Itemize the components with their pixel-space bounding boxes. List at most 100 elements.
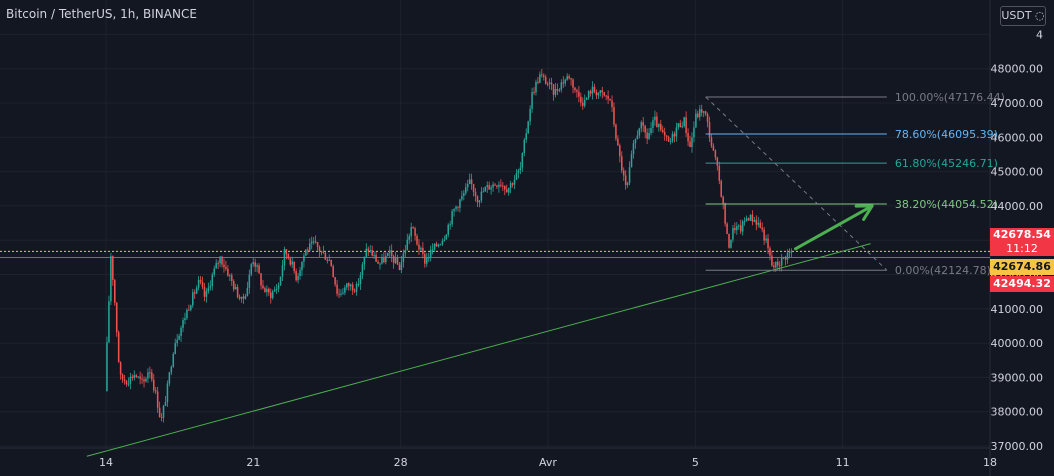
candle-body <box>788 251 791 253</box>
candle-body <box>412 227 414 229</box>
candle-body <box>531 92 533 109</box>
candle-body <box>691 137 693 147</box>
candle-body <box>599 90 602 93</box>
candle-body <box>211 274 214 287</box>
candle-body <box>314 241 317 243</box>
candle-body <box>238 297 241 299</box>
candle-body <box>426 257 428 264</box>
candle-body <box>291 261 293 265</box>
candle-body <box>790 251 793 253</box>
candle-body <box>316 242 319 247</box>
candle-body <box>258 265 260 274</box>
candle-body <box>743 221 746 223</box>
x-tick-label: 11 <box>836 456 850 469</box>
candle-body <box>213 268 215 275</box>
candle-body <box>137 376 139 378</box>
candle-body <box>697 113 699 118</box>
candle-body <box>718 165 721 181</box>
ask-price-badge: 42674.86 <box>990 259 1054 275</box>
candle-body <box>580 96 582 103</box>
candle-body <box>640 122 643 129</box>
candle-body <box>418 244 420 250</box>
arrow-layer <box>794 204 874 251</box>
candle-body <box>755 219 758 225</box>
candle-body <box>683 117 685 127</box>
candle-body <box>546 83 549 85</box>
candle-body <box>619 145 621 157</box>
candle-body <box>322 251 325 253</box>
candle-body <box>108 301 110 343</box>
candle-body <box>591 86 594 94</box>
candle-body <box>747 218 750 221</box>
candle-body <box>509 183 512 188</box>
y-tick-label: 39000.00 <box>991 371 1044 384</box>
candle-body <box>260 273 262 286</box>
candle-body <box>433 243 436 250</box>
candle-body <box>429 249 432 258</box>
candle-body <box>332 266 334 278</box>
candle-body <box>318 246 321 252</box>
candle-body <box>638 128 641 136</box>
candle-body <box>131 376 134 378</box>
candle-body <box>693 127 695 138</box>
candle-body <box>470 179 473 184</box>
candle-body <box>519 167 522 171</box>
candle-body <box>193 292 196 294</box>
candle-body <box>541 74 543 76</box>
candle-body <box>757 222 760 225</box>
candle-body <box>665 135 668 137</box>
candle-body <box>115 302 118 333</box>
candle-body <box>494 184 496 186</box>
candle-body <box>209 286 212 288</box>
candle-body <box>162 405 165 418</box>
candle-body <box>197 279 200 288</box>
candle-body <box>188 309 190 311</box>
candle-body <box>106 342 108 392</box>
candle-body <box>143 379 145 382</box>
candle-body <box>605 95 607 97</box>
candle-body <box>346 283 348 288</box>
candle-body <box>689 141 691 147</box>
candle-body <box>634 139 637 144</box>
candle-body <box>642 122 644 126</box>
currency-selector[interactable]: USDT ◌ <box>1000 6 1046 26</box>
candle-body <box>550 82 553 85</box>
candle-body <box>570 78 572 80</box>
candle-body <box>488 185 490 190</box>
time-axis[interactable]: 142128Avr5111825 <box>99 456 1054 469</box>
candle-body <box>611 100 613 108</box>
candle-body <box>558 89 561 91</box>
candle-body <box>158 407 161 418</box>
fibonacci-retracement[interactable]: 100.00%(47176.44) 78.60%(46095.39) 61.80%(… <box>705 91 1005 277</box>
candle-body <box>761 227 763 230</box>
candle-body <box>166 383 169 403</box>
candle-body <box>178 335 180 340</box>
candle-body <box>117 332 120 363</box>
candle-body <box>439 244 442 246</box>
candle-body <box>667 136 670 142</box>
candle-body <box>338 293 340 295</box>
candle-body <box>523 139 526 154</box>
candle-body <box>349 284 352 287</box>
candle-body <box>240 296 243 299</box>
candle-body <box>320 251 323 253</box>
candle-body <box>535 81 537 93</box>
candle-body <box>125 380 128 385</box>
y-tick-label: 37000.00 <box>991 440 1044 453</box>
candle-body <box>112 256 114 280</box>
candle-body <box>513 179 516 185</box>
candle-body <box>451 211 453 225</box>
candle-body <box>673 133 676 137</box>
candle-body <box>422 247 424 254</box>
projection-arrow-head <box>854 204 874 221</box>
candle-body <box>203 286 206 297</box>
candle-body <box>357 284 360 286</box>
candle-body <box>406 239 409 251</box>
candle-body <box>305 249 307 256</box>
candle-body <box>229 275 231 277</box>
candle-body <box>388 250 391 253</box>
y-tick-label: 40000.00 <box>991 337 1044 350</box>
candle-body <box>367 248 370 251</box>
